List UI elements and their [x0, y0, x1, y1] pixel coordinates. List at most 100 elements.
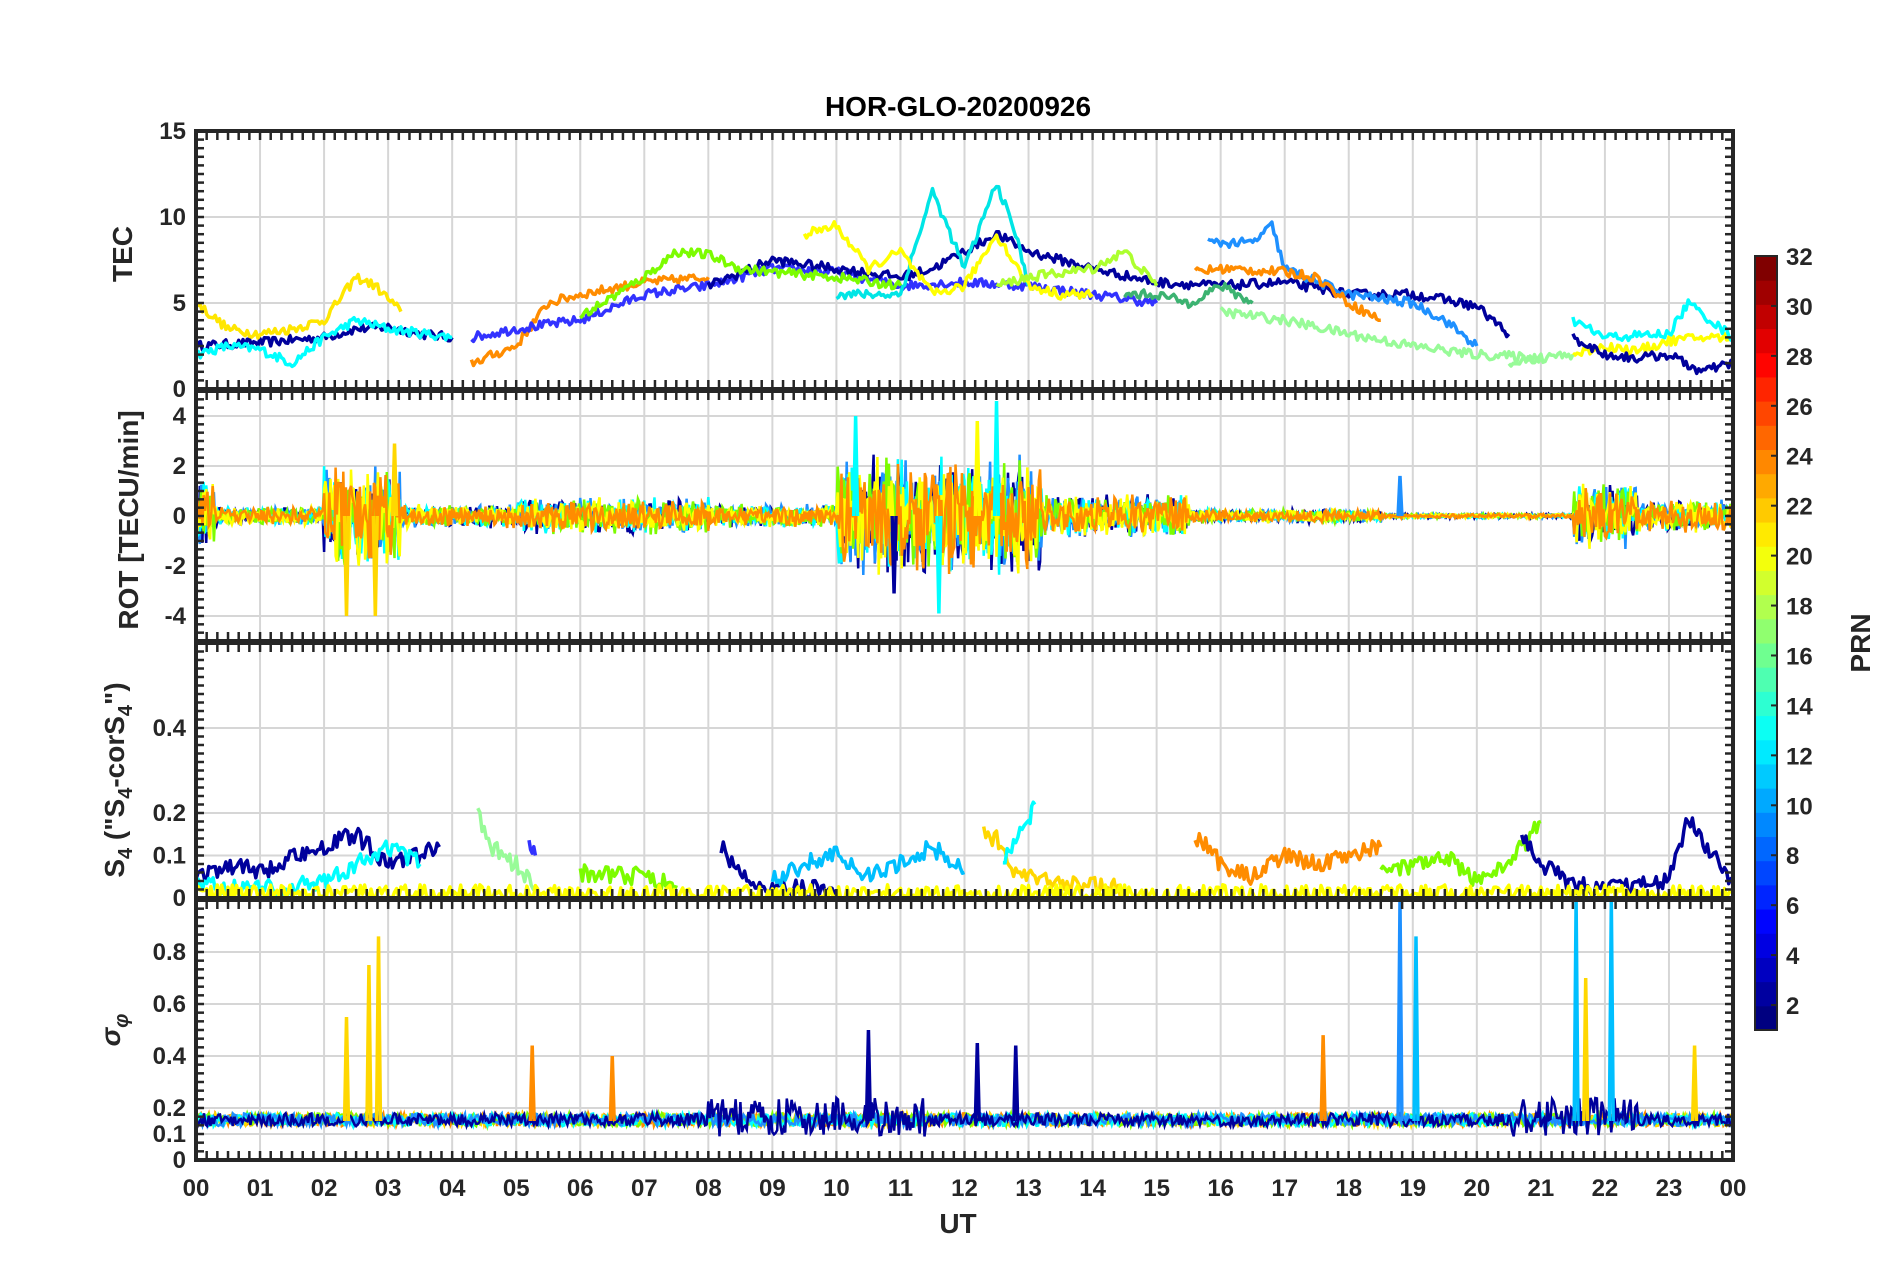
series-line-6 [770, 840, 966, 887]
colorbar-tick-label: 2 [1786, 993, 1799, 1020]
data-layer [196, 900, 1733, 1137]
series-line-11 [1520, 816, 1733, 898]
colorbar-step [1755, 763, 1777, 789]
series-line-8 [1002, 800, 1037, 865]
x-tick-label: 08 [695, 1175, 722, 1202]
colorbar-tick-label: 8 [1786, 843, 1799, 870]
colorbar-step [1755, 256, 1777, 281]
series-line-3 [469, 273, 710, 368]
series-line-2 [476, 807, 536, 892]
colorbar-step [1755, 812, 1777, 837]
y-tick-label: 0.4 [153, 1043, 187, 1070]
series-line-9 [1193, 831, 1383, 886]
colorbar-tick-label: 22 [1786, 494, 1813, 521]
series-line-12 [995, 249, 1159, 288]
series-line-3 [527, 839, 538, 856]
x-tick-label: 07 [631, 1175, 658, 1202]
data-layer [196, 184, 1733, 376]
colorbar-tick-label: 24 [1786, 444, 1813, 471]
colorbar-step [1755, 497, 1777, 523]
series-line-8 [579, 247, 903, 320]
y-tick-label: 2 [173, 453, 186, 480]
x-tick-label: 10 [823, 1175, 850, 1202]
colorbar-step [1755, 376, 1777, 402]
x-tick-label: 05 [503, 1175, 530, 1202]
colorbar-step [1755, 473, 1777, 499]
y-tick-label: -4 [165, 603, 187, 630]
x-tick-label: 01 [247, 1175, 274, 1202]
spike-10 [1572, 900, 1580, 1122]
spike-1 [365, 964, 373, 1122]
spike-11 [1582, 977, 1590, 1122]
colorbar-step [1755, 788, 1777, 813]
series-line-0 [196, 826, 441, 883]
spike-6 [973, 1042, 981, 1122]
x-tick-label: 00 [1720, 1175, 1747, 1202]
series-line-16 [1571, 298, 1733, 343]
colorbar-tick-label: 26 [1786, 394, 1813, 421]
spike-6 [992, 400, 1001, 517]
colorbar-step [1755, 739, 1777, 765]
spike-1 [371, 515, 379, 617]
colorbar-tick-label: 20 [1786, 544, 1813, 571]
spike-14 [1319, 1035, 1327, 1122]
data-layer [196, 400, 1733, 617]
colorbar-tick-label: 16 [1786, 643, 1813, 670]
colorbar-step [1755, 280, 1777, 305]
series-line-5 [719, 840, 839, 898]
colorbar-step [1755, 909, 1777, 934]
sigma-series-5 [196, 1095, 1733, 1137]
colorbar-step [1755, 715, 1777, 741]
colorbar-tick-label: 10 [1786, 793, 1813, 820]
y-tick-label: 0.2 [153, 1095, 186, 1122]
x-tick-label: 13 [1015, 1175, 1042, 1202]
colorbar-step [1755, 884, 1777, 910]
series-line-1 [196, 315, 453, 369]
y-tick-label: 0.2 [153, 800, 186, 827]
spike-5 [864, 1029, 873, 1122]
spike-13 [1690, 1045, 1699, 1122]
y-axis-label-tec: TEC [107, 226, 138, 282]
colorbar-step [1755, 352, 1777, 378]
x-tick-label: 03 [375, 1175, 402, 1202]
spike-5 [973, 420, 981, 517]
colorbar-label: PRN [1845, 613, 1876, 672]
colorbar-step [1755, 401, 1777, 426]
y-tick-label: 0 [173, 376, 186, 403]
spike-3 [528, 1045, 536, 1122]
x-tick-label: 06 [567, 1175, 594, 1202]
colorbar-step [1755, 328, 1777, 354]
series-line-11 [802, 220, 1094, 301]
series-line-6 [1207, 220, 1479, 348]
x-tick-label: 04 [439, 1175, 466, 1202]
chart-title: HOR-GLO-20200926 [825, 91, 1091, 122]
colorbar-step [1755, 522, 1777, 547]
x-tick-label: 11 [888, 1175, 913, 1202]
colorbar-tick-label: 4 [1786, 943, 1800, 970]
spike-3 [851, 415, 860, 517]
x-tick-label: 14 [1079, 1175, 1106, 1202]
x-axis-label: UT [939, 1208, 976, 1239]
colorbar-tick-label: 12 [1786, 743, 1813, 770]
colorbar-step [1755, 860, 1777, 886]
spike-4 [935, 515, 943, 614]
y-tick-label: 15 [159, 118, 186, 145]
x-tick-label: 23 [1656, 1175, 1683, 1202]
colorbar-steps [1755, 256, 1777, 1031]
y-tick-label: 0.8 [153, 939, 186, 966]
spike-9 [1412, 936, 1420, 1122]
spike-8 [1396, 900, 1404, 1122]
panel-rot: -4 -2 0 2 4 [165, 389, 1735, 643]
colorbar-step [1755, 1005, 1777, 1031]
y-tick-label: 0.1 [153, 1121, 186, 1148]
spike-8 [1396, 475, 1404, 517]
colorbar-step [1755, 836, 1777, 862]
x-tick-label: 17 [1271, 1175, 1298, 1202]
series-line-7 [1193, 263, 1381, 323]
spike-2 [374, 936, 383, 1122]
y-tick-label: 0.1 [153, 843, 186, 870]
colorbar-tick-label: 32 [1786, 244, 1813, 271]
x-tick-label: 16 [1207, 1175, 1234, 1202]
